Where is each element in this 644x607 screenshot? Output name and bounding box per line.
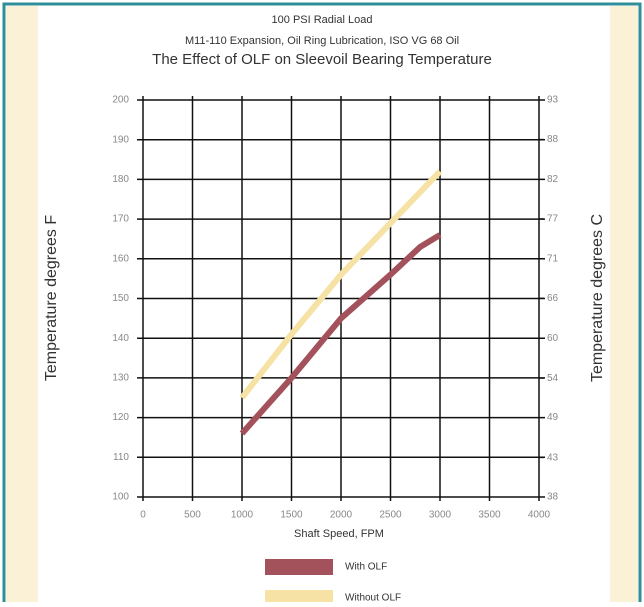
y2-tick-label: 77 <box>547 213 559 224</box>
y-tick-label: 120 <box>112 412 129 423</box>
y2-axis-label: Temperature degrees C <box>589 214 606 382</box>
x-tick-label: 2500 <box>379 510 402 521</box>
y2-tick-label: 71 <box>547 253 559 264</box>
data-line <box>239 169 443 400</box>
legend-label: Without OLF <box>345 593 401 602</box>
y-tick-label: 200 <box>112 95 129 106</box>
y2-tick-label: 82 <box>547 174 559 185</box>
y-tick-label: 190 <box>112 134 129 145</box>
legend-swatch <box>265 559 333 575</box>
chart-title: The Effect of OLF on Sleevoil Bearing Te… <box>152 51 492 68</box>
y2-tick-label: 43 <box>547 452 559 463</box>
y2-tick-label: 93 <box>547 95 559 106</box>
x-tick-label: 0 <box>140 510 146 521</box>
y2-tick-label: 49 <box>547 412 559 423</box>
x-tick-label: 500 <box>184 510 201 521</box>
subtitle: 100 PSI Radial Load <box>272 14 373 26</box>
x-tick-label: 4000 <box>528 510 551 521</box>
y-tick-label: 150 <box>112 293 129 304</box>
y-tick-label: 170 <box>112 214 129 225</box>
x-tick-label: 1000 <box>231 510 254 521</box>
side-strip <box>610 6 638 602</box>
data-line <box>239 232 442 436</box>
y-tick-label: 160 <box>112 253 129 264</box>
y2-tick-label: 60 <box>547 333 559 344</box>
subtitle: M11-110 Expansion, Oil Ring Lubrication,… <box>185 35 459 47</box>
legend-swatch <box>265 590 333 606</box>
y-axis-label: Temperature degrees F <box>43 215 60 382</box>
x-tick-label: 3500 <box>478 510 501 521</box>
y-tick-label: 110 <box>113 452 129 463</box>
x-tick-label: 1500 <box>280 510 303 521</box>
side-strip <box>6 6 38 602</box>
y-tick-label: 130 <box>112 373 129 384</box>
y-tick-label: 140 <box>112 333 129 344</box>
x-tick-label: 2000 <box>330 510 353 521</box>
y2-tick-label: 88 <box>547 134 559 145</box>
y-tick-label: 180 <box>112 174 129 185</box>
y2-tick-label: 54 <box>547 373 559 384</box>
legend-label: With OLF <box>345 562 387 573</box>
x-axis-label: Shaft Speed, FPM <box>294 528 384 540</box>
x-tick-label: 3000 <box>429 510 452 521</box>
y-tick-label: 100 <box>112 492 129 503</box>
y2-tick-label: 38 <box>547 492 559 503</box>
y2-tick-label: 66 <box>547 293 559 304</box>
